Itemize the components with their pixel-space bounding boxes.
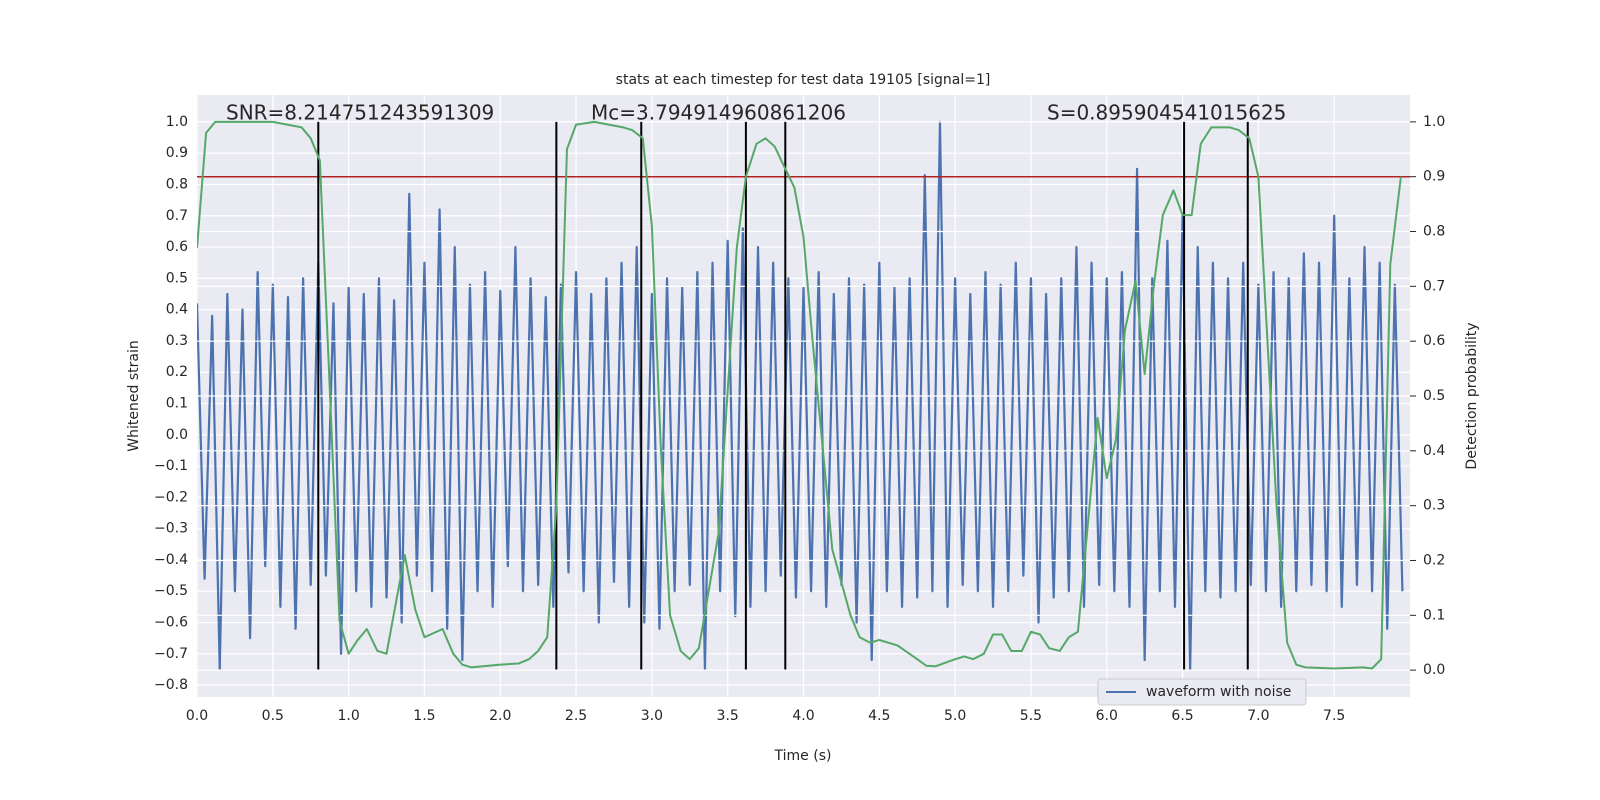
x-tick-label: 4.0 — [792, 708, 814, 724]
y-tick-label: 0.7 — [166, 208, 188, 224]
y-tick-label: −0.6 — [154, 615, 188, 631]
x-tick-label: 1.0 — [337, 708, 359, 724]
y-tick-label: 0.3 — [166, 333, 188, 349]
y2-tick-label: 0.2 — [1423, 552, 1445, 568]
y2-tick-label: 0.6 — [1423, 333, 1445, 349]
y2-tick-label: 0.9 — [1423, 169, 1445, 185]
y-tick-label: −0.1 — [154, 458, 188, 474]
y-tick-label: 0.0 — [166, 427, 188, 443]
annotation: S=0.895904541015625 — [1047, 101, 1286, 125]
x-tick-label: 2.5 — [565, 708, 587, 724]
legend: waveform with noise — [1097, 678, 1307, 706]
x-axis-label: Time (s) — [774, 748, 832, 764]
y-axis-label: Whitened strain — [126, 340, 142, 451]
y2-tick-label: 0.8 — [1423, 224, 1445, 240]
y2-tick-label: 0.0 — [1423, 662, 1445, 678]
x-tick-label: 0.5 — [262, 708, 284, 724]
y-tick-label: −0.7 — [154, 646, 188, 662]
probability-line — [197, 120, 1402, 670]
x-tick-label: 0.0 — [186, 708, 208, 724]
y-tick-label: 0.6 — [166, 239, 188, 255]
x-tick-label: 7.0 — [1247, 708, 1269, 724]
x-tick-label: 3.0 — [641, 708, 663, 724]
y-tick-label: 0.5 — [166, 270, 188, 286]
x-tick-label: 2.0 — [489, 708, 511, 724]
legend-label: waveform with noise — [1146, 684, 1291, 700]
x-tick-label: 1.5 — [413, 708, 435, 724]
x-tick-label: 5.0 — [944, 708, 966, 724]
y-tick-label: 1.0 — [166, 114, 188, 130]
x-tick-label: 6.5 — [1171, 708, 1193, 724]
y2-tick-label: 0.7 — [1423, 278, 1445, 294]
y-tick-label: −0.3 — [154, 521, 188, 537]
waveform-line — [197, 120, 1404, 671]
annotation: SNR=8.214751243591309 — [226, 101, 494, 125]
y-tick-label: −0.5 — [154, 583, 188, 599]
annotation: Mc=3.794914960861206 — [591, 101, 846, 125]
y-tick-label: 0.1 — [166, 396, 188, 412]
y2-tick-label: 1.0 — [1423, 114, 1445, 130]
y-tick-label: 0.4 — [166, 302, 188, 318]
x-tick-label: 5.5 — [1020, 708, 1042, 724]
x-tick-label: 7.5 — [1323, 708, 1345, 724]
x-tick-label: 6.0 — [1096, 708, 1118, 724]
x-tick-label: 4.5 — [868, 708, 890, 724]
chart-title: stats at each timestep for test data 191… — [616, 72, 991, 88]
x-tick-label: 3.5 — [717, 708, 739, 724]
y2-tick-label: 0.3 — [1423, 498, 1445, 514]
y2-axis-label: Detection probability — [1464, 322, 1480, 469]
y2-tick-label: 0.5 — [1423, 388, 1445, 404]
plot-content — [197, 120, 1410, 671]
y-tick-label: 0.9 — [166, 145, 188, 161]
legend-box — [1097, 678, 1307, 706]
y-tick-label: −0.2 — [154, 489, 188, 505]
y2-tick-label: 0.4 — [1423, 443, 1445, 459]
y2-tick-label: 0.1 — [1423, 607, 1445, 623]
y-tick-label: −0.8 — [154, 677, 188, 693]
y-tick-label: −0.4 — [154, 552, 188, 568]
y-tick-label: 0.2 — [166, 364, 188, 380]
y-tick-label: 0.8 — [166, 176, 188, 192]
